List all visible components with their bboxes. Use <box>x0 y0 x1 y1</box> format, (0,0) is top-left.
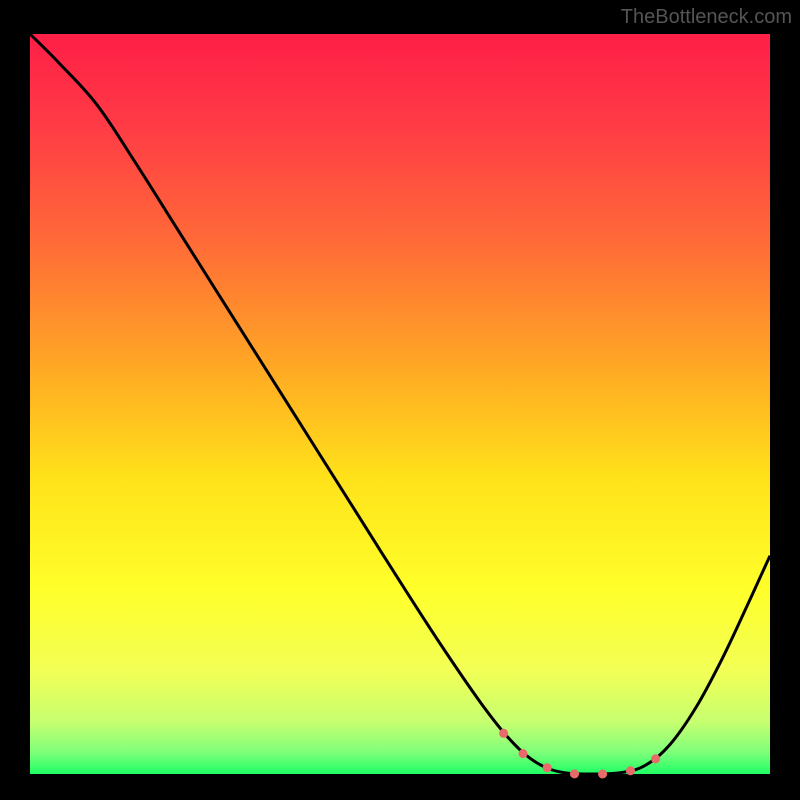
bottleneck-chart: TheBottleneck.com <box>0 0 800 800</box>
chart-svg <box>0 0 800 800</box>
watermark-text: TheBottleneck.com <box>621 6 792 29</box>
plot-background <box>30 34 770 774</box>
